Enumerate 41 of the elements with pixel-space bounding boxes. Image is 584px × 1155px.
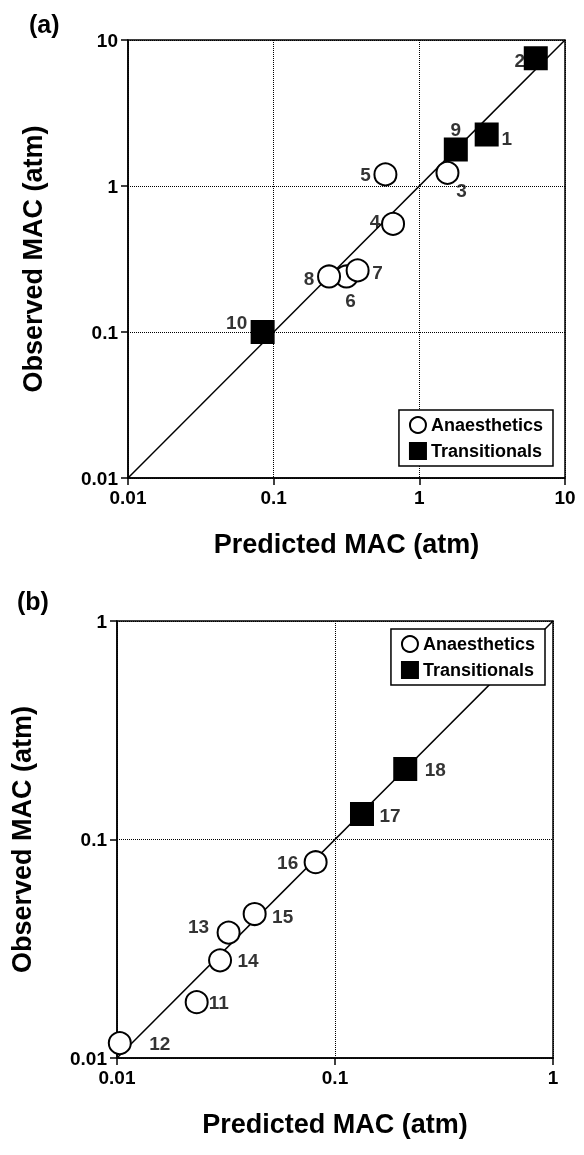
x-tick-label: 0.01	[109, 487, 147, 508]
x-tick-label: 1	[414, 487, 426, 508]
annotation: 6	[345, 289, 356, 311]
y-tick-label: 0.01	[81, 467, 119, 489]
y-axis-title: Observed MAC (atm)	[6, 705, 37, 974]
annotation: 2	[514, 49, 526, 71]
y-tick-label: 10	[96, 29, 118, 51]
annotation: 18	[424, 758, 446, 780]
annotation: 16	[277, 851, 299, 873]
annotation: 13	[188, 916, 210, 938]
legend-label: Anaesthetics	[430, 415, 543, 435]
annotation: 4	[369, 211, 381, 233]
legend-label: Transitionals	[430, 441, 542, 461]
legend-label: Transitionals	[422, 660, 534, 680]
annotation: 5	[360, 163, 372, 185]
annotation: 11	[208, 991, 230, 1013]
x-tick-label: 0.1	[321, 1067, 349, 1088]
x-tick-label: 10	[554, 487, 576, 508]
annotation: 10	[226, 311, 248, 333]
y-tick-label: 1	[107, 175, 119, 197]
y-tick-label: 0.1	[80, 829, 108, 850]
annotation: 14	[237, 949, 260, 971]
y-tick-label: 0.01	[70, 1047, 108, 1069]
legend-label: Anaesthetics	[422, 634, 535, 654]
annotation: 3	[456, 180, 467, 202]
annotation: 1	[501, 128, 513, 150]
x-tick-label: 0.1	[260, 487, 288, 508]
annotation: 7	[372, 261, 383, 283]
y-tick-label: 1	[96, 610, 108, 632]
y-tick-label: 0.1	[91, 321, 119, 343]
annotation: 9	[450, 118, 462, 140]
annotation: 12	[149, 1032, 171, 1054]
y-axis-title: Observed MAC (atm)	[17, 125, 48, 393]
annotation: 8	[303, 267, 315, 289]
annotation: 17	[379, 805, 401, 827]
x-axis-title: Predicted MAC (atm)	[202, 1108, 468, 1139]
chart-title: (b)	[17, 586, 49, 615]
chart-title: (a)	[29, 9, 60, 38]
x-axis-title: Predicted MAC (atm)	[213, 528, 480, 559]
x-tick-label: 1	[547, 1067, 559, 1088]
annotation: 15	[272, 905, 294, 927]
